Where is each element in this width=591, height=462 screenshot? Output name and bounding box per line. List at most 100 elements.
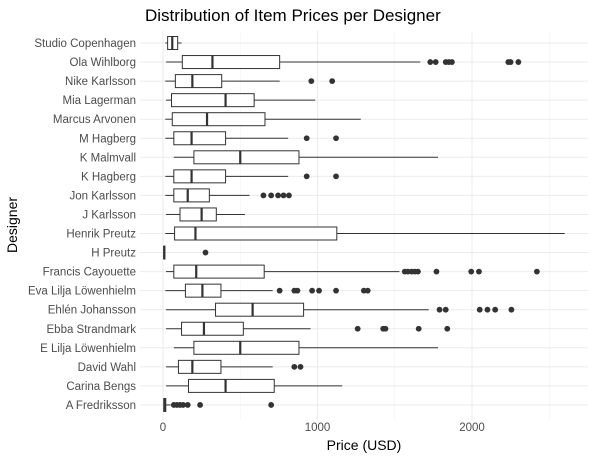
outlier-point	[354, 325, 361, 332]
box-group	[166, 55, 522, 70]
iqr-box	[173, 188, 210, 203]
iqr-box	[173, 131, 227, 146]
box-group	[165, 131, 339, 146]
box-group	[166, 378, 343, 393]
y-tick-label: Marcus Arvonen	[53, 114, 136, 126]
outlier-point	[476, 306, 483, 313]
outlier-point	[260, 192, 267, 199]
outlier-point	[276, 287, 283, 294]
outlier-point	[309, 287, 315, 294]
outlier-point	[202, 249, 209, 256]
box-group	[165, 283, 371, 298]
outlier-point	[364, 287, 371, 294]
box-group	[165, 188, 292, 203]
y-tick-label: Ehlén Johansson	[48, 305, 136, 317]
outlier-point	[442, 306, 449, 313]
iqr-box	[170, 93, 255, 108]
outlier-point	[468, 268, 475, 275]
outlier-point	[184, 402, 191, 408]
outlier-point	[492, 306, 499, 313]
outlier-point	[268, 192, 275, 199]
iqr-box	[171, 112, 266, 127]
box-group	[165, 169, 339, 184]
x-axis-title: Price (USD)	[327, 437, 402, 453]
iqr-box	[173, 169, 227, 184]
outlier-point	[303, 135, 310, 142]
box-group	[165, 74, 336, 89]
outlier-point	[533, 268, 540, 275]
y-tick-label: Studio Copenhagen	[34, 38, 136, 50]
y-tick-label: K Malmvall	[80, 152, 136, 164]
outlier-point	[432, 59, 439, 65]
y-tick-label: Carina Bengs	[66, 381, 136, 393]
box-group	[163, 245, 209, 260]
x-axis-tick-labels: 0 1000 2000	[160, 422, 485, 434]
x-tick-label: 2000	[459, 422, 485, 434]
y-tick-label: Mia Lagerman	[62, 95, 136, 107]
outlier-point	[291, 363, 298, 370]
y-tick-label: H Preutz	[91, 248, 136, 260]
outlier-point	[303, 173, 310, 180]
iqr-box	[177, 359, 222, 374]
y-axis-tick-labels: Studio Copenhagen Ola Wihlborg Nike Karlss…	[28, 38, 136, 412]
box-group	[166, 321, 451, 336]
x-tick-label: 0	[160, 422, 166, 434]
outlier-point	[275, 192, 282, 199]
outlier-point	[415, 268, 421, 275]
outlier-point	[333, 287, 339, 294]
y-tick-label: J Karlsson	[82, 209, 136, 221]
outlier-point	[444, 325, 451, 332]
outlier-point	[382, 325, 389, 332]
outlier-point	[329, 78, 336, 84]
outlier-point	[515, 59, 522, 65]
box-series	[163, 36, 565, 412]
outlier-point	[286, 192, 292, 199]
outlier-point	[197, 402, 203, 408]
iqr-box	[174, 226, 338, 241]
iqr-box	[193, 150, 300, 165]
outlier-point	[427, 59, 434, 65]
box-group	[166, 207, 245, 222]
y-tick-label: E Lilja Löwenhielm	[40, 343, 136, 355]
outlier-point	[333, 173, 339, 180]
outlier-point	[436, 306, 443, 313]
box-group	[165, 226, 565, 241]
iqr-box	[181, 55, 281, 70]
y-tick-label: M Hagberg	[79, 133, 136, 145]
box-group	[173, 150, 439, 165]
outlier-point	[316, 287, 322, 294]
iqr-box	[215, 302, 305, 317]
iqr-box	[174, 74, 223, 89]
outlier-point	[180, 402, 186, 408]
outlier-point	[508, 306, 515, 313]
outlier-point	[449, 59, 455, 65]
y-tick-label: Henrik Preutz	[66, 229, 136, 241]
iqr-box	[173, 264, 265, 279]
outlier-point	[294, 287, 301, 294]
chart-title: Distribution of Item Prices per Designer	[145, 6, 441, 25]
y-axis-title: Designer	[4, 197, 20, 253]
y-tick-label: Ebba Strandmark	[47, 324, 137, 336]
outlier-point	[415, 325, 422, 332]
box-group	[166, 302, 515, 317]
box-group	[166, 359, 304, 374]
y-tick-label: Eva Lilja Löwenhielm	[28, 286, 136, 298]
y-tick-label: A Fredriksson	[66, 400, 136, 412]
iqr-box	[187, 378, 275, 393]
y-tick-label: Jon Karlsson	[70, 190, 136, 202]
box-group	[165, 112, 361, 127]
outlier-point	[268, 402, 275, 408]
outlier-point	[433, 268, 440, 275]
x-tick-label: 1000	[305, 422, 331, 434]
box-group	[163, 397, 275, 412]
box-group	[165, 36, 182, 50]
outlier-point	[333, 135, 339, 142]
box-group	[173, 340, 439, 355]
outlier-point	[308, 78, 315, 84]
y-tick-label: David Wahl	[78, 362, 136, 374]
y-tick-label: Francis Cayouette	[43, 267, 136, 279]
iqr-box	[179, 207, 217, 222]
y-tick-label: K Hagberg	[81, 171, 136, 183]
outlier-point	[484, 306, 491, 313]
